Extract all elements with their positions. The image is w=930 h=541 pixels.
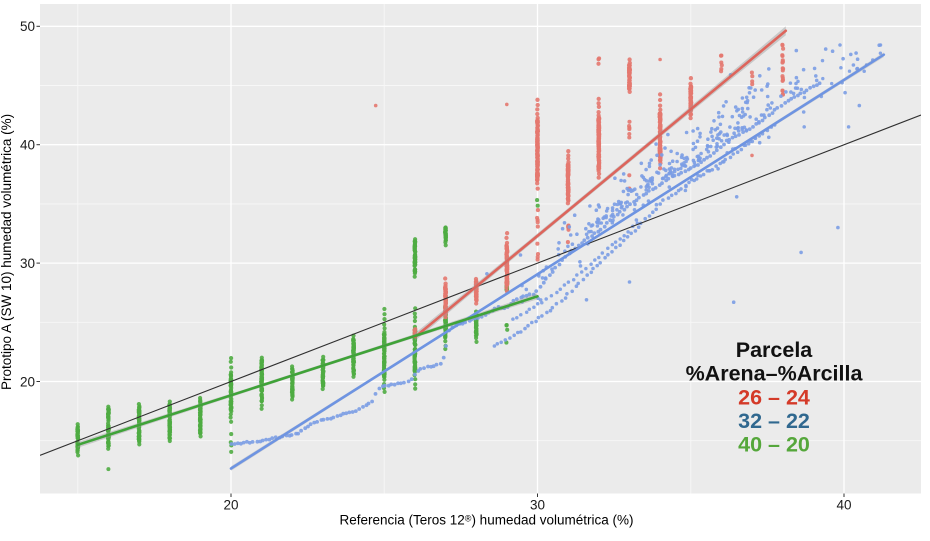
svg-text:50: 50 <box>20 19 35 34</box>
svg-text:%Arena–%Arcilla: %Arena–%Arcilla <box>686 362 864 386</box>
svg-text:Parcela: Parcela <box>736 338 814 362</box>
svg-text:32 – 22: 32 – 22 <box>738 409 810 433</box>
svg-text:Referencia (Teros 12®) humedad: Referencia (Teros 12®) humedad volumétri… <box>339 513 633 528</box>
svg-text:30: 30 <box>530 498 545 513</box>
svg-text:26 – 24: 26 – 24 <box>738 386 810 410</box>
svg-text:20: 20 <box>20 374 35 389</box>
svg-text:40: 40 <box>836 498 851 513</box>
svg-text:20: 20 <box>223 498 238 513</box>
svg-text:40 – 20: 40 – 20 <box>738 433 810 457</box>
svg-text:40: 40 <box>20 138 35 153</box>
svg-text:Prototipo A (SW 10) humedad vo: Prototipo A (SW 10) humedad volumétrica … <box>0 114 14 390</box>
svg-text:30: 30 <box>20 256 35 271</box>
